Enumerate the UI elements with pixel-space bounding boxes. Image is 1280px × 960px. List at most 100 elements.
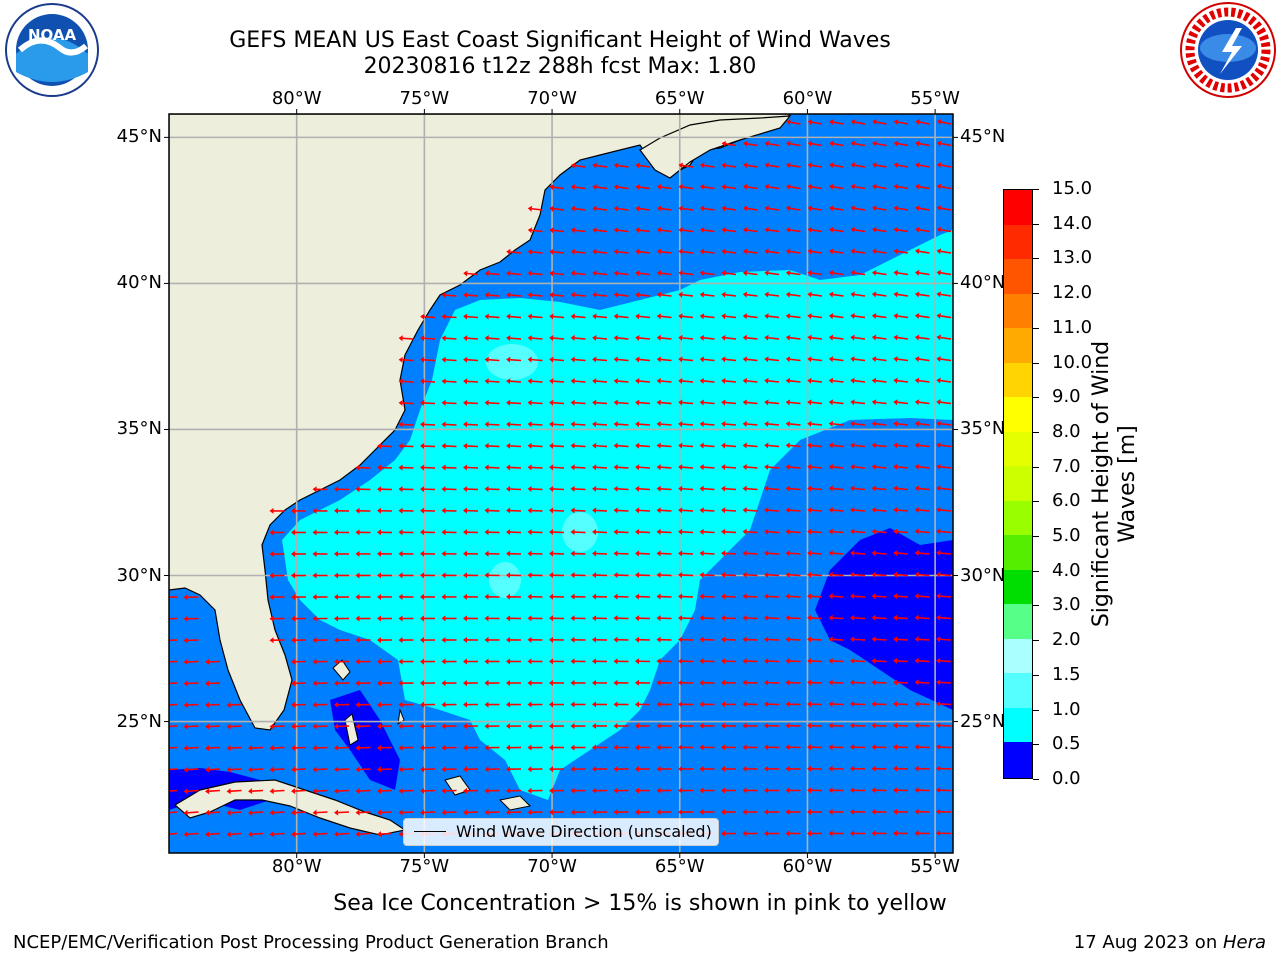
wind-wave-arrow <box>570 464 586 471</box>
wind-wave-arrow <box>484 529 500 536</box>
wind-wave-arrow <box>484 809 500 816</box>
wind-wave-arrow <box>807 593 823 600</box>
wind-wave-arrow <box>169 768 178 771</box>
wind-wave-arrow <box>420 378 436 385</box>
wind-wave-arrow <box>527 572 543 579</box>
wind-wave-arrow <box>807 399 823 406</box>
wind-wave-arrow <box>807 183 823 190</box>
wind-wave-arrow <box>699 464 715 471</box>
wind-wave-arrow <box>592 722 608 729</box>
wind-wave-arrow <box>871 485 887 492</box>
wind-wave-arrow <box>377 723 393 730</box>
wind-wave-arrow <box>527 507 543 514</box>
wind-wave-arrow <box>699 291 715 298</box>
colorbar-segment <box>1004 397 1032 433</box>
wind-wave-arrow <box>205 788 221 795</box>
wind-wave-arrow <box>764 787 780 794</box>
wind-wave-arrow <box>850 420 866 427</box>
wind-wave-arrow <box>785 270 801 277</box>
wind-wave-arrow <box>635 205 651 212</box>
lon-tick-label-top: 55°W <box>910 88 960 109</box>
wind-wave-arrow <box>291 809 307 816</box>
wind-wave-arrow <box>850 765 866 772</box>
colorbar-segment <box>1004 742 1032 778</box>
wind-wave-arrow <box>334 766 350 773</box>
wind-wave-arrow <box>721 442 737 449</box>
wind-wave-arrow <box>764 485 780 492</box>
wind-wave-arrow <box>678 377 694 384</box>
wind-wave-arrow <box>355 486 371 493</box>
colorbar-tick-label: 13.0 <box>1052 247 1093 269</box>
wind-wave-arrow <box>398 637 414 644</box>
wind-wave-arrow <box>355 744 371 751</box>
wind-wave-arrow <box>441 766 457 773</box>
wind-wave-arrow <box>764 377 780 384</box>
wind-wave-arrow <box>785 593 801 600</box>
wind-wave-arrow <box>527 550 543 557</box>
wind-wave-arrow <box>914 765 930 772</box>
wind-wave-arrow <box>699 571 715 578</box>
wind-wave-arrow <box>850 140 866 147</box>
wind-wave-arrow <box>850 313 866 320</box>
footer-host: Hera <box>1222 932 1266 953</box>
wind-wave-arrow <box>226 745 242 752</box>
wind-wave-arrow <box>527 485 543 492</box>
wind-wave-arrow <box>635 744 651 751</box>
wind-wave-arrow <box>914 550 930 557</box>
wind-wave-arrow <box>914 787 930 794</box>
wind-wave-arrow <box>742 313 758 320</box>
wind-wave-arrow <box>377 572 393 579</box>
wind-wave-arrow <box>398 421 414 428</box>
wind-wave-arrow <box>678 765 694 772</box>
wind-wave-arrow <box>742 356 758 363</box>
wind-wave-arrow <box>893 485 909 492</box>
wind-wave-arrow <box>764 765 780 772</box>
wind-wave-arrow <box>656 701 672 708</box>
wind-wave-arrow <box>549 701 565 708</box>
wind-wave-arrow <box>785 356 801 363</box>
wind-wave-arrow <box>549 615 565 622</box>
colorbar-tick-label: 5.0 <box>1052 525 1081 547</box>
wind-wave-arrow <box>592 356 608 363</box>
wind-wave-arrow <box>656 572 672 578</box>
wind-wave-arrow <box>463 744 479 751</box>
colorbar-tick-label: 3.0 <box>1052 594 1081 616</box>
wind-wave-arrow <box>463 658 479 665</box>
wind-wave-arrow <box>699 377 715 384</box>
wind-wave-arrow <box>656 442 672 449</box>
wind-wave-arrow <box>850 614 866 621</box>
wind-wave-arrow <box>613 636 629 643</box>
wind-wave-arrow <box>743 183 758 190</box>
wind-wave-arrow <box>291 701 307 708</box>
wind-wave-arrow <box>398 529 414 536</box>
wind-wave-arrow <box>678 787 694 794</box>
wind-wave-arrow <box>527 356 543 363</box>
wind-wave-arrow <box>871 528 887 535</box>
wind-wave-arrow <box>656 679 672 686</box>
wind-wave-arrow <box>549 593 565 600</box>
wind-wave-arrow <box>872 140 887 147</box>
wind-wave-arrow <box>656 313 672 320</box>
wind-wave-arrow <box>420 744 436 751</box>
wind-wave-arrow <box>635 787 651 794</box>
wind-wave-arrow <box>871 442 887 449</box>
wind-wave-arrow <box>936 334 952 341</box>
wind-wave-arrow <box>183 831 199 838</box>
footer-credit: NCEP/EMC/Verification Post Processing Pr… <box>13 932 609 953</box>
wind-wave-arrow <box>742 614 758 621</box>
wind-wave-arrow <box>549 421 565 428</box>
wind-wave-arrow <box>678 442 694 449</box>
colorbar-tick-mark <box>1033 570 1039 572</box>
wind-wave-arrow <box>613 313 629 320</box>
wind-wave-arrow <box>398 507 414 514</box>
wind-wave-arrow <box>592 227 608 234</box>
wind-wave-arrow <box>721 313 737 320</box>
wind-wave-arrow <box>570 529 586 536</box>
wind-wave-arrow <box>656 593 672 600</box>
lat-tick-label-right: 40°N <box>960 272 1006 294</box>
wind-wave-arrow <box>828 528 844 535</box>
wind-wave-arrow <box>678 679 694 686</box>
colorbar-segment <box>1004 604 1032 640</box>
wind-wave-arrow <box>764 420 780 427</box>
wind-wave-arrow <box>828 248 844 255</box>
